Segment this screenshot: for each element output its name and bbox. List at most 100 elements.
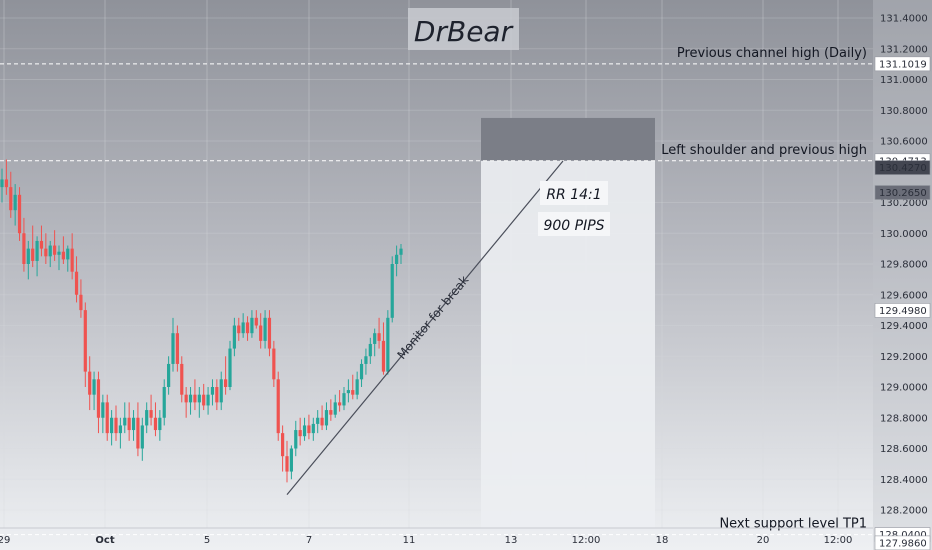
candle [66, 245, 70, 272]
candle [250, 310, 254, 338]
candle [219, 371, 223, 411]
price-badge-label: 130.2650 [879, 188, 927, 199]
price-tick-label: 131.0000 [880, 75, 928, 86]
candle [26, 240, 30, 280]
candle [232, 317, 236, 357]
price-tick-label: 129.6000 [880, 290, 928, 301]
candle [31, 225, 35, 268]
candle [399, 244, 403, 264]
candle [311, 417, 315, 441]
candle [171, 317, 175, 372]
price-axis[interactable]: 131.4000 131.2000 131.0000 130.8000 130.6000… [880, 14, 928, 517]
price-tick-label: 131.4000 [880, 14, 928, 25]
trendline[interactable] [286, 160, 564, 496]
price-badge: 129.4980 [874, 303, 931, 318]
candle [70, 233, 74, 280]
price-tick-label: 128.6000 [880, 444, 928, 455]
pips-annotation: 900 PIPS [538, 212, 610, 236]
price-tick-label: 129.0000 [880, 383, 928, 394]
candle [307, 414, 311, 440]
price-tick-label: 130.8000 [880, 106, 928, 117]
time-axis[interactable]: 29 Oct 5 7 11 13 12:00 18 20 12:00 [0, 535, 852, 546]
candle [79, 279, 83, 318]
price-tick-label: 130.0000 [880, 229, 928, 240]
candle [381, 322, 386, 375]
candle [4, 159, 8, 195]
candle [35, 236, 39, 277]
price-badges: 131.1019130.4713128.0400130.4270130.2650… [874, 56, 931, 550]
price-tick-label: 128.4000 [880, 475, 928, 486]
candle [44, 233, 48, 264]
time-tick-label: 18 [656, 535, 669, 546]
brand-title: DrBear [414, 15, 514, 48]
candle [267, 310, 272, 357]
candle [298, 417, 302, 446]
time-tick-label: 12:00 [824, 535, 853, 546]
candle [259, 313, 263, 349]
time-tick-label: Oct [95, 535, 114, 546]
candle [342, 387, 346, 411]
candle [215, 379, 219, 411]
grid-lines [3, 0, 839, 528]
candle [123, 402, 127, 434]
candle [175, 325, 179, 372]
candle [9, 171, 13, 218]
candle [386, 310, 390, 375]
candle [289, 445, 293, 480]
candle [74, 256, 79, 303]
time-tick-label: 7 [306, 535, 312, 546]
price-tick-label: 129.8000 [880, 260, 928, 271]
candle [61, 236, 65, 264]
candle [17, 187, 22, 241]
candle [184, 387, 188, 418]
candle [136, 402, 140, 457]
candle [390, 256, 394, 323]
price-tick-label: 129.2000 [880, 352, 928, 363]
candle [320, 405, 324, 431]
candle [338, 390, 342, 412]
price-badge: 130.4270 [874, 160, 931, 175]
candle [333, 394, 337, 418]
candle [48, 240, 52, 268]
candle [105, 394, 109, 441]
level-annotation: Next support level TP1 [719, 517, 867, 532]
price-badge-label: 130.4270 [879, 163, 927, 174]
candle [131, 410, 136, 441]
candle [39, 225, 44, 257]
candle [346, 379, 350, 403]
candle [83, 302, 87, 387]
candle [149, 394, 153, 426]
rr-annotation: RR 14:1 [540, 181, 608, 205]
candle [377, 317, 381, 349]
time-tick-label: 5 [204, 535, 210, 546]
brand-badge: DrBear [408, 8, 519, 50]
candle [302, 417, 307, 441]
candle [114, 405, 118, 441]
pips-label: 900 PIPS [543, 218, 604, 234]
price-tick-label: 128.2000 [880, 506, 928, 517]
candle [351, 374, 355, 400]
candle [110, 410, 114, 446]
candle [0, 168, 4, 203]
time-tick-label: 12:00 [572, 535, 601, 546]
candle [245, 316, 250, 341]
candlestick-series [0, 159, 403, 483]
price-axis-panel[interactable] [873, 0, 932, 550]
candle [140, 417, 144, 461]
candle [180, 356, 184, 403]
candle [368, 337, 372, 364]
candle [92, 371, 96, 411]
candle [101, 394, 105, 434]
candle [22, 217, 26, 272]
time-tick-label: 13 [505, 535, 518, 546]
price-tick-label: 130.6000 [880, 137, 928, 148]
candle [254, 310, 258, 329]
candle [329, 399, 333, 421]
time-tick-label: 20 [757, 535, 770, 546]
level-price-label: 128.0400 [879, 530, 927, 541]
stop-loss-zone[interactable] [481, 117, 655, 161]
candle [206, 387, 210, 415]
candle [263, 310, 267, 349]
